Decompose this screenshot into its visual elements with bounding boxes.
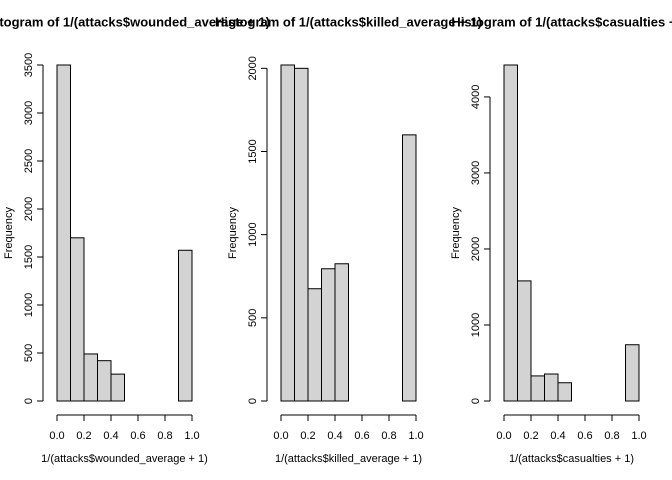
y-tick-label: 2500 [23, 149, 35, 173]
y-tick-label: 3000 [470, 161, 482, 185]
x-tick-label: 0.4 [327, 430, 342, 442]
y-axis-label: Frequency [3, 207, 15, 259]
x-tick-label: 0.2 [76, 430, 91, 442]
x-tick-label: 0.2 [300, 430, 315, 442]
y-tick-label: 0 [247, 398, 259, 404]
bar [625, 344, 640, 402]
x-tick-label: 0.4 [550, 430, 565, 442]
bar [307, 288, 322, 402]
x-axis-label: 1/(attacks$killed_average + 1) [275, 453, 422, 465]
bar [321, 268, 336, 402]
y-tick-label: 500 [23, 344, 35, 362]
y-tick-label: 1000 [247, 222, 259, 246]
y-axis-label: Frequency [227, 207, 239, 259]
y-tick-label: 1500 [247, 139, 259, 163]
y-tick-label: 0 [470, 398, 482, 404]
y-tick-label: 0 [23, 398, 35, 404]
bar [503, 64, 518, 402]
x-tick-label: 0.0 [273, 430, 288, 442]
bar [530, 375, 545, 402]
x-tick-label: 0.6 [577, 430, 592, 442]
x-tick-label: 0.2 [523, 430, 538, 442]
bar [97, 360, 112, 402]
x-tick-label: 0.6 [130, 430, 145, 442]
bar [83, 353, 98, 402]
bar [557, 382, 572, 402]
x-tick-label: 1.0 [184, 430, 199, 442]
y-tick-label: 4000 [470, 85, 482, 109]
x-tick-label: 0.8 [381, 430, 396, 442]
x-tick-label: 0.4 [103, 430, 118, 442]
y-tick-label: 2000 [247, 56, 259, 80]
x-tick-label: 0.0 [496, 430, 511, 442]
x-tick-label: 0.0 [49, 430, 64, 442]
bar [517, 280, 532, 402]
x-tick-label: 0.8 [157, 430, 172, 442]
y-tick-label: 2000 [23, 197, 35, 221]
bar [402, 134, 417, 402]
bar [334, 263, 349, 402]
x-tick-label: 1.0 [408, 430, 423, 442]
bar [56, 64, 71, 402]
y-tick-label: 500 [247, 309, 259, 327]
x-axis-label: 1/(attacks$wounded_average + 1) [41, 453, 208, 465]
x-tick-label: 1.0 [631, 430, 646, 442]
bar [178, 249, 193, 402]
y-tick-label: 3500 [23, 53, 35, 77]
y-tick-label: 1500 [23, 245, 35, 269]
x-axis-label: 1/(attacks$casualties + 1) [509, 453, 634, 465]
x-tick-label: 0.6 [354, 430, 369, 442]
chart-title: Histogram of 1/(attacks$casualties + 1) [451, 14, 672, 29]
y-tick-label: 1000 [470, 313, 482, 337]
y-tick-label: 1000 [23, 293, 35, 317]
chart-title: Histogram of 1/(attacks$killed_average +… [215, 14, 482, 29]
y-tick-label: 3000 [23, 101, 35, 125]
bar [294, 67, 309, 402]
bar [280, 64, 295, 402]
chart-title: Histogram of 1/(attacks$wounded_average … [0, 14, 270, 29]
y-axis-label: Frequency [450, 207, 462, 259]
x-tick-label: 0.8 [604, 430, 619, 442]
y-tick-label: 2000 [470, 237, 482, 261]
bar [110, 373, 125, 402]
bar [544, 373, 559, 402]
bar [70, 237, 85, 402]
